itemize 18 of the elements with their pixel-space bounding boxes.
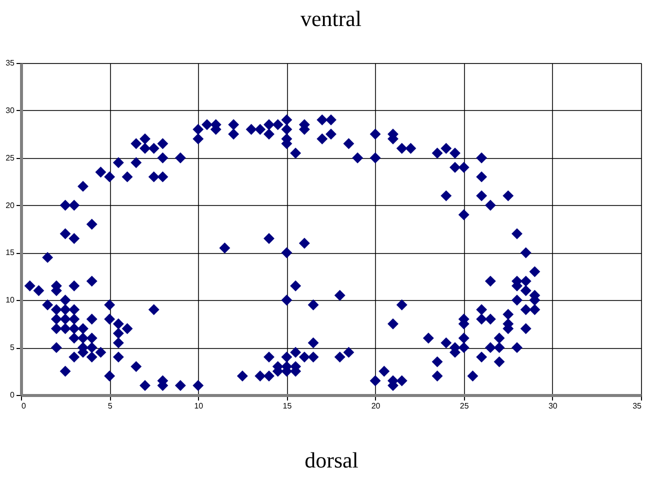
x-axis-title: dorsal (304, 448, 358, 472)
x-tick-label: 35 (632, 402, 642, 410)
chart-title: ventral (300, 6, 362, 31)
x-tick-label: 30 (548, 402, 558, 410)
y-tick-label: 25 (6, 153, 16, 162)
x-tick-label: 10 (194, 402, 204, 410)
x-tick-label: 20 (371, 402, 381, 410)
y-tick-label: 0 (10, 390, 16, 400)
x-tick-label: 0 (22, 402, 26, 410)
x-tick-label: 15 (282, 402, 292, 410)
x-tick-label: 25 (460, 402, 470, 410)
y-tick-label: 35 (6, 58, 16, 68)
y-tick-label: 20 (6, 200, 16, 210)
y-tick-label: 10 (6, 296, 16, 305)
x-tick-label: 5 (108, 402, 113, 410)
y-tick-label: 5 (10, 343, 16, 352)
y-tick-label: 30 (6, 106, 16, 115)
y-tick-label: 15 (6, 248, 16, 258)
